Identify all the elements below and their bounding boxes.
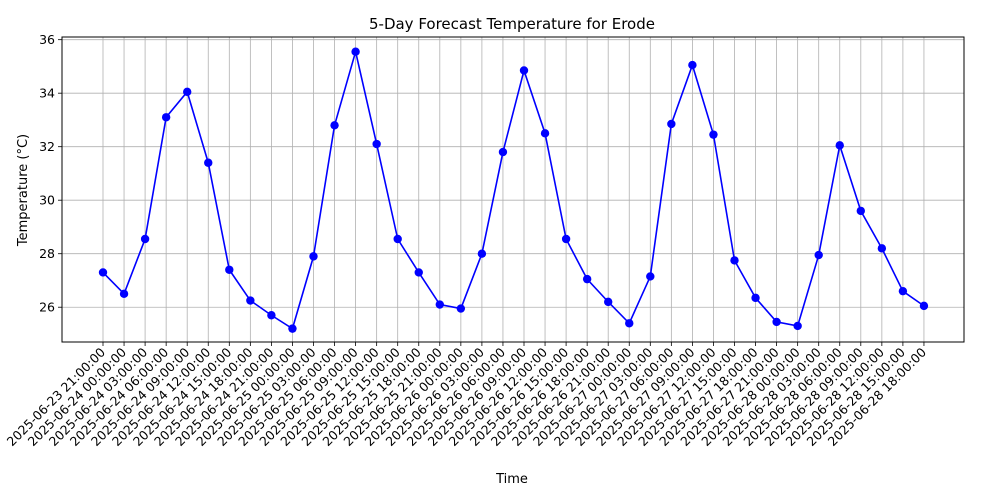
data-point xyxy=(204,158,213,167)
data-point xyxy=(667,119,676,129)
data-point xyxy=(435,300,444,309)
data-point xyxy=(98,268,108,277)
data-point xyxy=(456,304,466,313)
data-point xyxy=(856,206,865,216)
data-point xyxy=(814,250,823,260)
data-point xyxy=(246,296,255,305)
data-point xyxy=(709,130,718,139)
data-point xyxy=(625,319,634,328)
data-point xyxy=(225,265,234,274)
data-point xyxy=(393,234,402,244)
x-axis-label: Time xyxy=(495,472,528,487)
data-point xyxy=(498,147,508,157)
data-point xyxy=(309,252,318,261)
data-point xyxy=(877,244,887,253)
data-point xyxy=(561,234,571,244)
y-tick-label: 30 xyxy=(39,193,55,208)
data-point xyxy=(477,249,487,258)
y-tick-label: 26 xyxy=(39,300,55,315)
data-point xyxy=(414,268,423,277)
data-point xyxy=(267,311,276,320)
data-point xyxy=(161,113,171,122)
temperature-series xyxy=(98,47,929,333)
y-tick-label: 32 xyxy=(39,139,55,154)
data-point xyxy=(793,321,802,331)
data-point xyxy=(835,141,844,150)
data-point xyxy=(646,272,655,281)
grid xyxy=(62,37,964,342)
data-point xyxy=(140,234,150,244)
data-point xyxy=(730,256,739,265)
data-point xyxy=(351,47,360,56)
data-point xyxy=(540,129,550,138)
data-point xyxy=(119,289,129,299)
plot-frame xyxy=(61,36,965,343)
data-point xyxy=(604,297,613,307)
data-point xyxy=(372,139,381,149)
data-point xyxy=(898,286,908,296)
data-point xyxy=(288,324,297,333)
y-tick-label: 34 xyxy=(39,86,55,101)
data-point xyxy=(519,66,529,75)
y-axis-label: Temperature (°C) xyxy=(16,134,31,247)
temperature-line xyxy=(102,51,925,330)
chart-title: 5-Day Forecast Temperature for Erode xyxy=(369,15,655,33)
data-point xyxy=(688,60,697,70)
data-point xyxy=(183,87,192,97)
data-point xyxy=(919,301,929,311)
y-tick-label: 28 xyxy=(39,246,55,261)
y-tick-label: 36 xyxy=(39,32,55,47)
data-point xyxy=(582,274,592,284)
data-point xyxy=(772,317,781,327)
data-point xyxy=(330,121,339,130)
data-point xyxy=(751,293,760,303)
